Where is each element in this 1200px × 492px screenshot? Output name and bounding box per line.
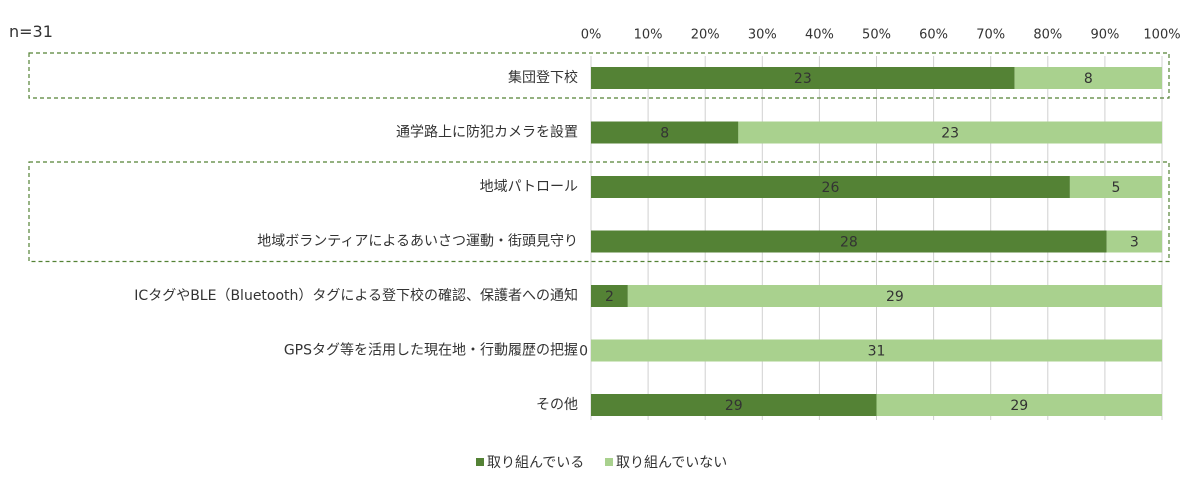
data-label: 2	[605, 289, 614, 305]
bar-segment	[738, 121, 1162, 144]
x-tick-label: 20%	[691, 28, 720, 43]
sample-size-label: n=31	[9, 22, 53, 41]
legend-label: 取り組んでいない	[616, 455, 727, 471]
bar-segment	[1069, 176, 1162, 198]
data-label: 23	[794, 71, 812, 87]
bar-segment	[591, 339, 1162, 362]
category-label: GPSタグ等を活用した現在地・行動履歴の把握	[284, 342, 578, 359]
x-tick-label: 100%	[1143, 28, 1180, 43]
x-tick-label: 10%	[634, 28, 663, 43]
data-label: 28	[840, 235, 858, 251]
data-label: 8	[1084, 71, 1093, 87]
bar-segment	[627, 285, 1162, 307]
x-tick-label: 90%	[1090, 28, 1119, 43]
category-label: 地域ボランティアによるあいさつ運動・街頭見守り	[257, 234, 578, 250]
highlight-box	[28, 52, 1170, 99]
category-label: 地域パトロール	[480, 179, 578, 195]
legend-swatch	[605, 458, 613, 466]
data-label: 3	[1130, 235, 1139, 251]
data-label: 29	[725, 398, 743, 414]
data-label: 0	[579, 344, 588, 360]
bar-segment	[591, 285, 628, 307]
x-tick-label: 30%	[748, 28, 777, 43]
bar-segment	[591, 176, 1070, 198]
data-label: 31	[868, 344, 886, 360]
data-label: 29	[886, 289, 904, 305]
x-tick-label: 0%	[581, 28, 602, 43]
category-label: 集団登下校	[508, 69, 578, 86]
bar-segment	[591, 121, 739, 144]
x-tick-label: 40%	[805, 28, 834, 43]
data-label: 5	[1111, 180, 1120, 196]
data-label: 26	[822, 180, 840, 196]
x-tick-label: 70%	[976, 28, 1005, 43]
bar-segment	[591, 67, 1015, 89]
x-tick-label: 80%	[1033, 28, 1062, 43]
category-label: その他	[536, 397, 578, 413]
data-label: 8	[660, 126, 669, 142]
legend-swatch	[476, 458, 484, 466]
category-label: ICタグやBLE（Bluetooth）タグによる登下校の確認、保護者への通知	[134, 287, 578, 304]
data-label: 23	[941, 126, 959, 142]
bar-segment	[1106, 230, 1162, 253]
bar-segment	[591, 394, 877, 416]
highlight-box	[28, 161, 1170, 263]
x-tick-label: 60%	[919, 28, 948, 43]
bar-segment	[591, 230, 1107, 253]
bar-segment	[1014, 67, 1162, 89]
bar-segment	[876, 394, 1162, 416]
data-label: 29	[1010, 398, 1028, 414]
category-label: 通学路上に防犯カメラを設置	[396, 125, 578, 141]
legend-label: 取り組んでいる	[487, 455, 584, 471]
x-tick-label: 50%	[862, 28, 891, 43]
